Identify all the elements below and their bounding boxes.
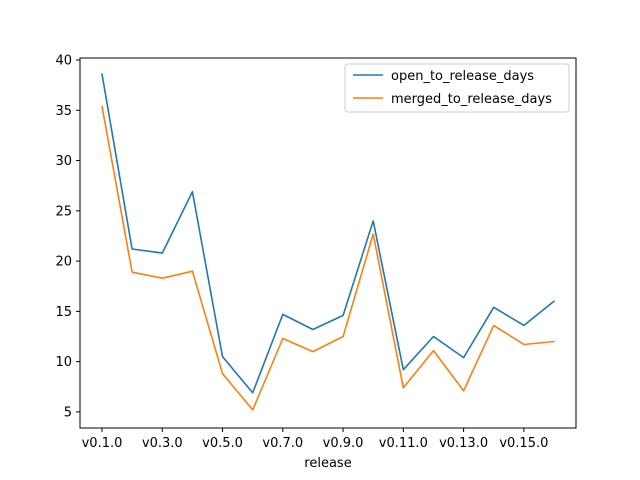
- x-axis-label: release: [304, 456, 351, 471]
- y-tick-label: 5: [64, 405, 72, 420]
- y-tick-label: 35: [55, 104, 72, 119]
- x-tick-label: v0.1.0: [82, 436, 123, 451]
- y-tick-label: 40: [55, 54, 72, 69]
- y-axis-ticks: 5 10 15 20 25 30 35 40: [55, 54, 80, 420]
- y-tick-label: 15: [55, 305, 72, 320]
- legend-label-open: open_to_release_days: [391, 69, 534, 84]
- x-tick-label: v0.9.0: [323, 436, 364, 451]
- y-tick-label: 20: [55, 255, 72, 270]
- plot-area-frame: [79, 57, 577, 429]
- y-tick-label: 30: [55, 154, 72, 169]
- legend: open_to_release_days merged_to_release_d…: [344, 63, 570, 113]
- x-tick-label: v0.13.0: [439, 436, 488, 451]
- series-line-merged-to-release-days: [101, 105, 555, 411]
- x-tick-label: v0.11.0: [379, 436, 428, 451]
- x-tick-label: v0.5.0: [202, 436, 243, 451]
- x-axis-ticks: v0.1.0 v0.3.0 v0.5.0 v0.7.0 v0.9.0 v0.11.0 v0.…: [82, 428, 548, 451]
- x-tick-label: v0.7.0: [262, 436, 303, 451]
- y-tick-label: 25: [55, 204, 72, 219]
- y-tick-label: 10: [55, 355, 72, 370]
- plot-lines: [101, 73, 555, 411]
- x-tick-label: v0.3.0: [142, 436, 183, 451]
- legend-box: [344, 63, 570, 113]
- series-line-open-to-release-days: [101, 73, 555, 394]
- legend-label-merged: merged_to_release_days: [391, 92, 552, 107]
- x-tick-label: v0.15.0: [499, 436, 548, 451]
